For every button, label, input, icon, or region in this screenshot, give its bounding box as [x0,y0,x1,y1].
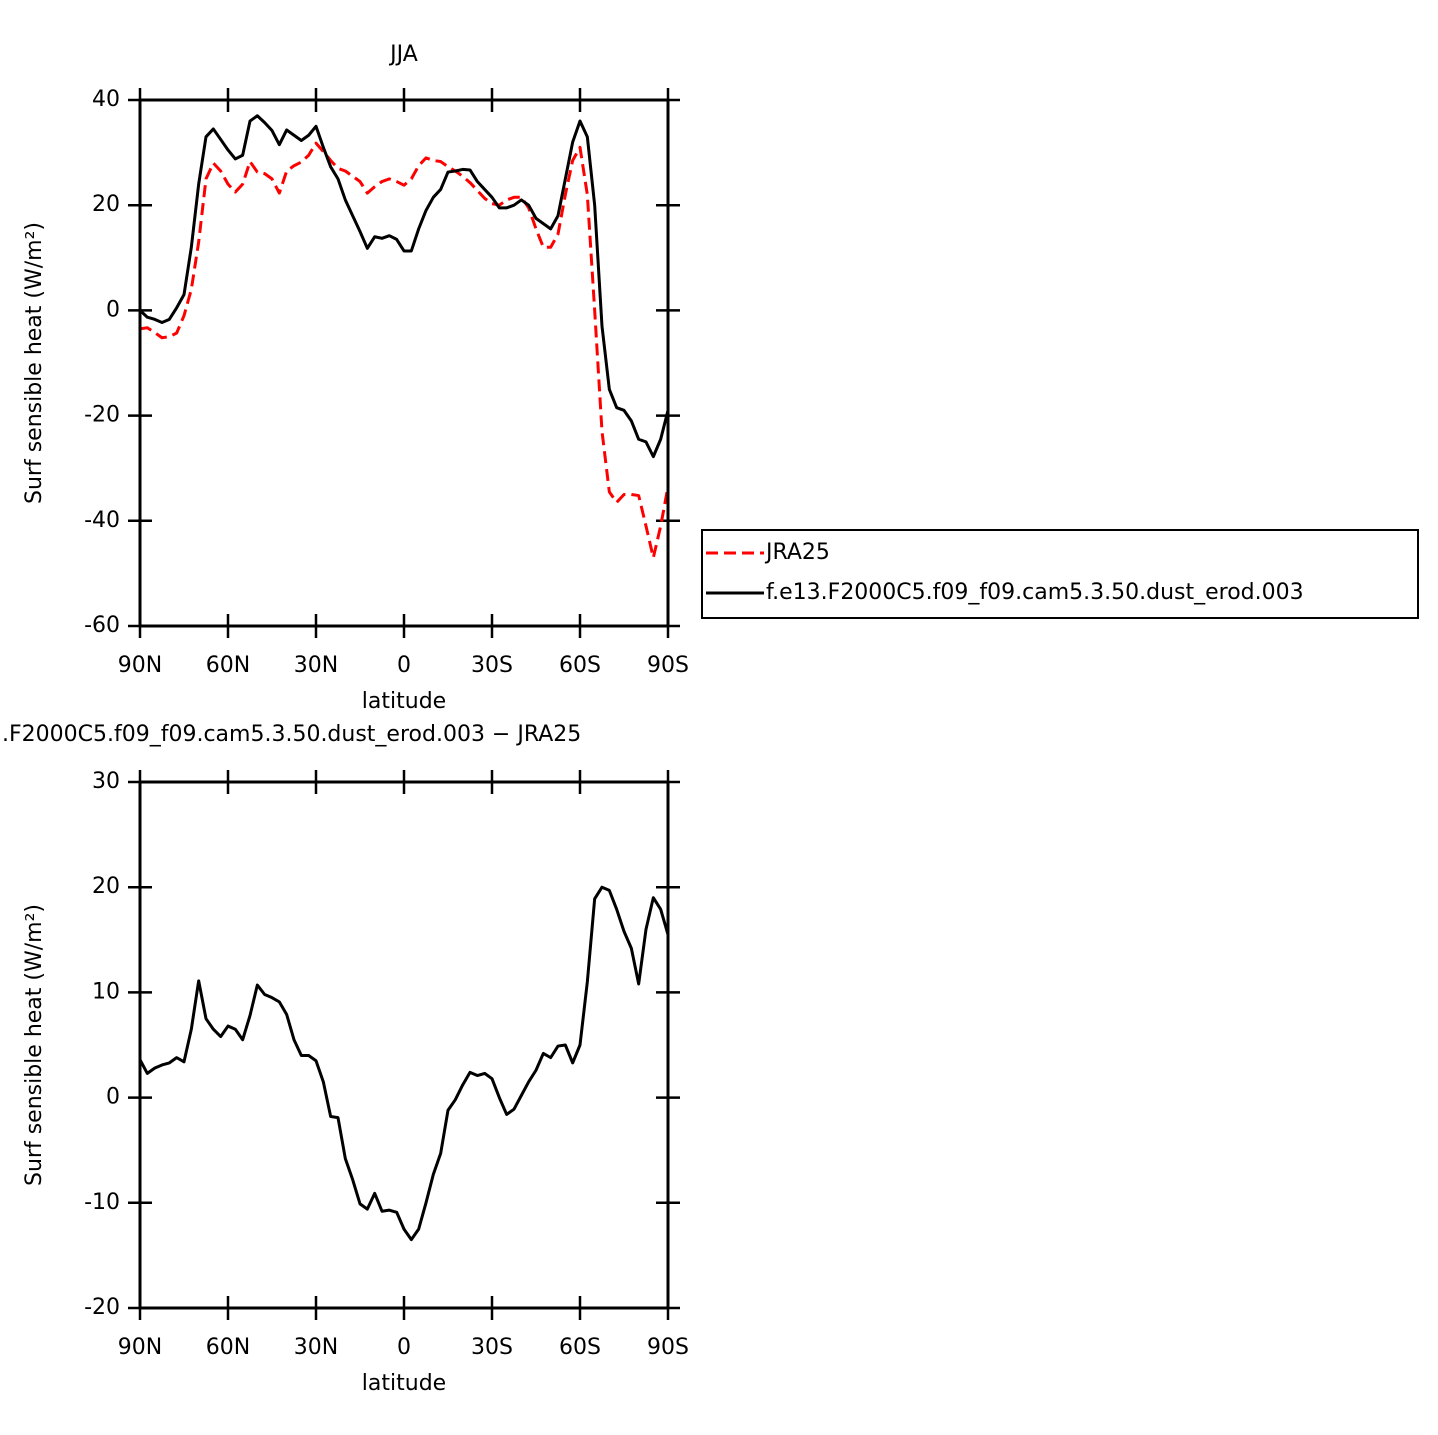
x-tick-label: 30N [294,1335,338,1360]
legend-label: f.e13.F2000C5.f09_f09.cam5.3.50.dust_ero… [766,580,1304,605]
x-tick-label: 30S [471,653,513,678]
x-tick-label: 0 [397,1335,411,1360]
x-axis-label: latitude [362,1371,446,1396]
panel: .F2000C5.f09_f09.cam5.3.50.dust_erod.003… [2,722,689,1396]
panel: JJA latitude Surf sensible heat (W/m²) -60 -… [22,42,689,714]
chart-title: .F2000C5.f09_f09.cam5.3.50.dust_erod.003… [2,722,581,747]
plot-frame [138,98,670,628]
y-tick-label: -10 [84,1190,120,1215]
x-tick-label: 60N [206,1335,250,1360]
y-tick-label: -20 [84,403,120,428]
x-tick-label: 90N [118,1335,162,1360]
y-tick-label: 20 [92,192,120,217]
plot-frame [138,780,670,1310]
x-tick-label: 60S [559,1335,601,1360]
x-tick-label: 90N [118,653,162,678]
series-line [139,141,670,560]
x-tick-label: 90S [647,653,689,678]
x-axis-label: latitude [362,689,446,714]
y-tick-label: 40 [92,87,120,112]
x-tick-label: 90S [647,1335,689,1360]
legend: JRA25 f.e13.F2000C5.f09_f09.cam5.3.50.dus… [701,529,1419,619]
y-tick-label: -20 [84,1295,120,1320]
y-tick-label: 0 [106,297,120,322]
y-tick-label: -40 [84,508,120,533]
y-axis-label: Surf sensible heat (W/m²) [22,904,47,1186]
y-tick-label: 20 [92,874,120,899]
legend-box [701,529,1419,619]
x-tick-label: 30S [471,1335,513,1360]
legend-label: JRA25 [764,540,830,565]
series-line [138,114,670,459]
y-tick-label: 10 [92,979,120,1004]
chart-title: JJA [388,42,418,67]
series-line [138,885,670,1242]
y-tick-label: -60 [84,613,120,638]
y-tick-label: 0 [106,1085,120,1110]
x-tick-label: 30N [294,653,338,678]
y-axis-label: Surf sensible heat (W/m²) [22,222,47,504]
x-tick-label: 60S [559,653,601,678]
x-tick-label: 60N [206,653,250,678]
x-tick-label: 0 [397,653,411,678]
y-tick-label: 30 [92,769,120,794]
